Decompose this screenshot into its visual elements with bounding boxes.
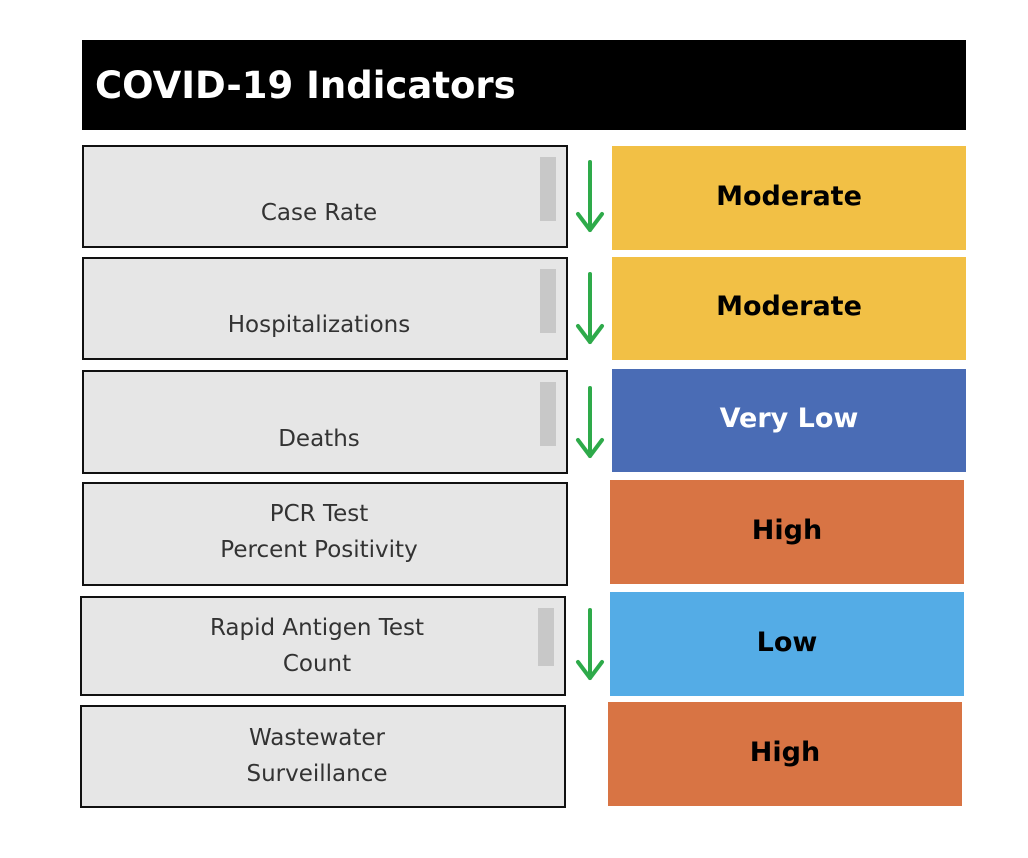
level-badge-pcr-test: High <box>610 480 964 584</box>
arrow-down-icon <box>576 386 604 458</box>
level-badge-hospitalizations: Moderate <box>612 257 966 360</box>
level-badge-rapid-antigen: Low <box>610 592 964 696</box>
indicator-label-text: Wastewater Surveillance <box>246 725 388 787</box>
level-badge-case-rate: Moderate <box>612 146 966 250</box>
indicator-label-hospitalizations: Hospitalizations <box>82 257 568 360</box>
indicator-label-deaths: Deaths <box>82 370 568 474</box>
indicator-label-text: Case Rate <box>260 200 378 226</box>
indicator-label-text: Rapid Antigen Test Count <box>209 615 425 677</box>
scrollbar[interactable] <box>540 382 556 446</box>
indicator-label-wastewater: Wastewater Surveillance <box>80 705 566 808</box>
page-title: COVID-19 Indicators <box>95 63 516 107</box>
level-badge-wastewater: High <box>608 702 962 806</box>
arrow-down-icon <box>576 160 604 232</box>
scrollbar[interactable] <box>540 269 556 333</box>
indicator-label-text: Deaths <box>278 426 360 452</box>
arrow-down-icon <box>576 272 604 344</box>
indicator-label-text: Hospitalizations <box>227 312 411 338</box>
scrollbar[interactable] <box>540 157 556 221</box>
indicator-label-rapid-antigen: Rapid Antigen Test Count <box>80 596 566 696</box>
scrollbar[interactable] <box>538 608 554 666</box>
level-badge-deaths: Very Low <box>612 369 966 472</box>
indicator-label-text: PCR Test Percent Positivity <box>220 501 418 563</box>
indicators-header: COVID-19 Indicators <box>82 40 966 130</box>
indicator-label-case-rate: Case Rate <box>82 145 568 248</box>
arrow-down-icon <box>576 608 604 680</box>
indicator-label-pcr-test: PCR Test Percent Positivity <box>82 482 568 586</box>
